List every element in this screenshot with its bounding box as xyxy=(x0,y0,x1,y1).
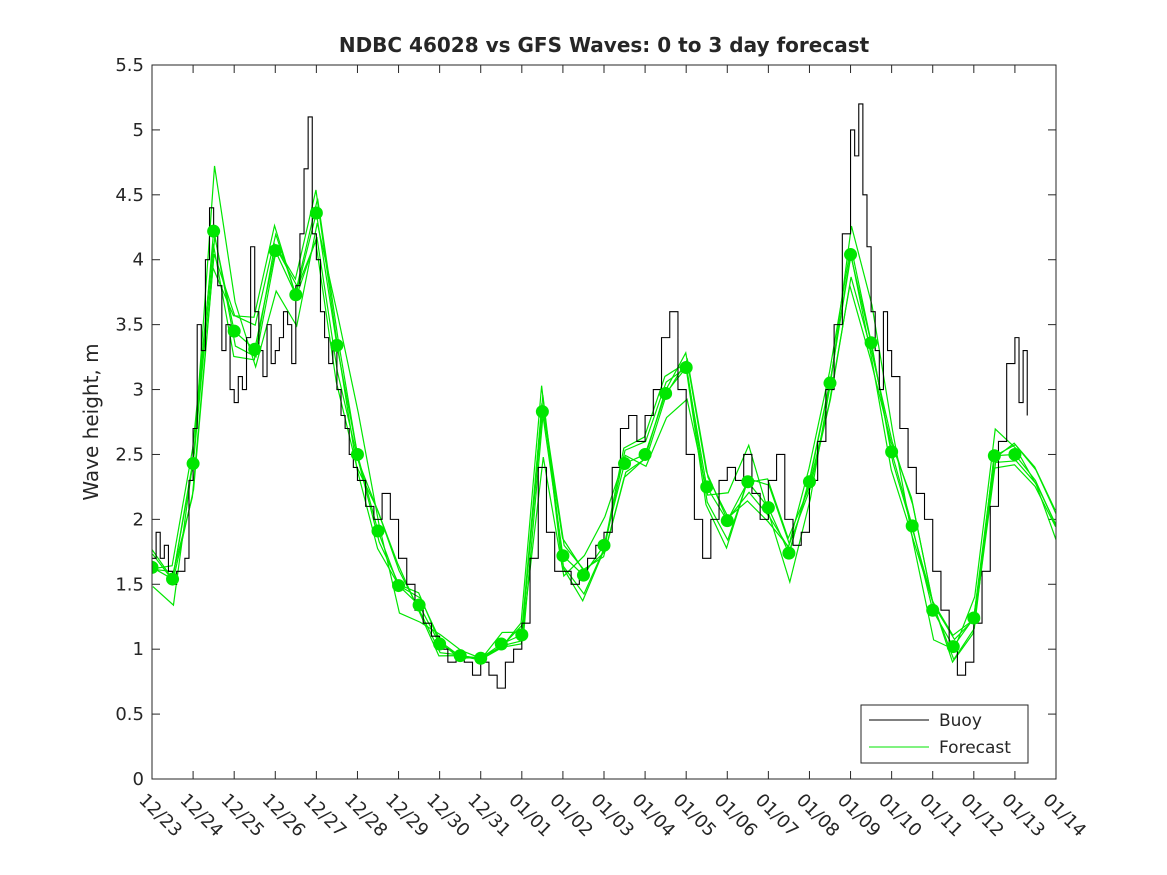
forecast-line xyxy=(152,189,1056,660)
forecast-point xyxy=(638,447,652,461)
forecast-point xyxy=(371,524,385,538)
forecast-point xyxy=(330,338,344,352)
forecast-point xyxy=(227,324,241,338)
y-tick-label: 2 xyxy=(133,509,144,530)
legend-forecast-label: Forecast xyxy=(939,738,1011,758)
legend: Buoy Forecast xyxy=(860,704,1029,764)
forecast-point xyxy=(350,447,364,461)
forecast-point xyxy=(412,598,426,612)
series-layer xyxy=(152,103,1056,689)
forecast-point xyxy=(597,538,611,552)
forecast-point xyxy=(453,649,467,663)
y-tick-label: 5.5 xyxy=(115,55,144,76)
plot-area xyxy=(152,65,1056,779)
forecast-point xyxy=(720,514,734,528)
forecast-point xyxy=(987,449,1001,463)
forecast-point xyxy=(926,603,940,617)
y-tick-label: 1.5 xyxy=(115,574,144,595)
forecast-point xyxy=(474,651,488,665)
legend-box xyxy=(860,704,1029,764)
y-axis: 0 0.5 1 1.5 2 2.5 3 3.5 4 4.5 5 5.5 xyxy=(115,55,1056,790)
forecast-point xyxy=(700,480,714,494)
y-axis-label: Wave height, m xyxy=(79,343,103,500)
forecast-point xyxy=(782,546,796,560)
forecast-point xyxy=(556,549,570,563)
y-tick-label: 0 xyxy=(133,769,144,790)
y-tick-label: 0.5 xyxy=(115,704,144,725)
forecast-point xyxy=(946,640,960,654)
forecast-point xyxy=(823,376,837,390)
forecast-point xyxy=(186,457,200,471)
forecast-point xyxy=(152,560,159,574)
forecast-point xyxy=(535,405,549,419)
forecast-point xyxy=(494,637,508,651)
forecast-point xyxy=(761,501,775,515)
forecast-point xyxy=(967,611,981,625)
forecast-point xyxy=(248,342,262,356)
chart-title: NDBC 46028 vs GFS Waves: 0 to 3 day fore… xyxy=(339,33,870,57)
forecast-point xyxy=(905,519,919,533)
forecast-point xyxy=(268,244,282,258)
forecast-point xyxy=(1008,447,1022,461)
forecast-point xyxy=(392,579,406,593)
y-tick-label: 3.5 xyxy=(115,315,144,336)
forecast-point xyxy=(802,475,816,489)
forecast-point xyxy=(885,445,899,459)
forecast-point xyxy=(679,360,693,374)
forecast-line xyxy=(152,165,1056,660)
forecast-point xyxy=(741,475,755,489)
y-tick-label: 4 xyxy=(133,250,144,271)
forecast-point xyxy=(515,628,529,642)
forecast-point xyxy=(166,572,180,586)
plot-frame xyxy=(151,64,1057,780)
y-tick-label: 2.5 xyxy=(115,444,144,465)
forecast-point xyxy=(864,336,878,350)
forecast-point xyxy=(433,637,447,651)
forecast-point xyxy=(618,457,632,471)
forecast-point xyxy=(659,386,673,400)
forecast-point xyxy=(207,224,221,238)
forecast-point xyxy=(576,568,590,582)
y-tick-label: 5 xyxy=(133,120,144,141)
y-tick-label: 1 xyxy=(133,639,144,660)
forecast-point xyxy=(289,288,303,302)
forecast-point xyxy=(309,206,323,220)
forecast-point xyxy=(844,248,858,262)
y-tick-label: 3 xyxy=(133,380,144,401)
forecast-line xyxy=(152,223,1056,664)
buoy-line xyxy=(152,103,1028,689)
legend-buoy-label: Buoy xyxy=(939,711,982,731)
y-tick-label: 4.5 xyxy=(115,185,144,206)
